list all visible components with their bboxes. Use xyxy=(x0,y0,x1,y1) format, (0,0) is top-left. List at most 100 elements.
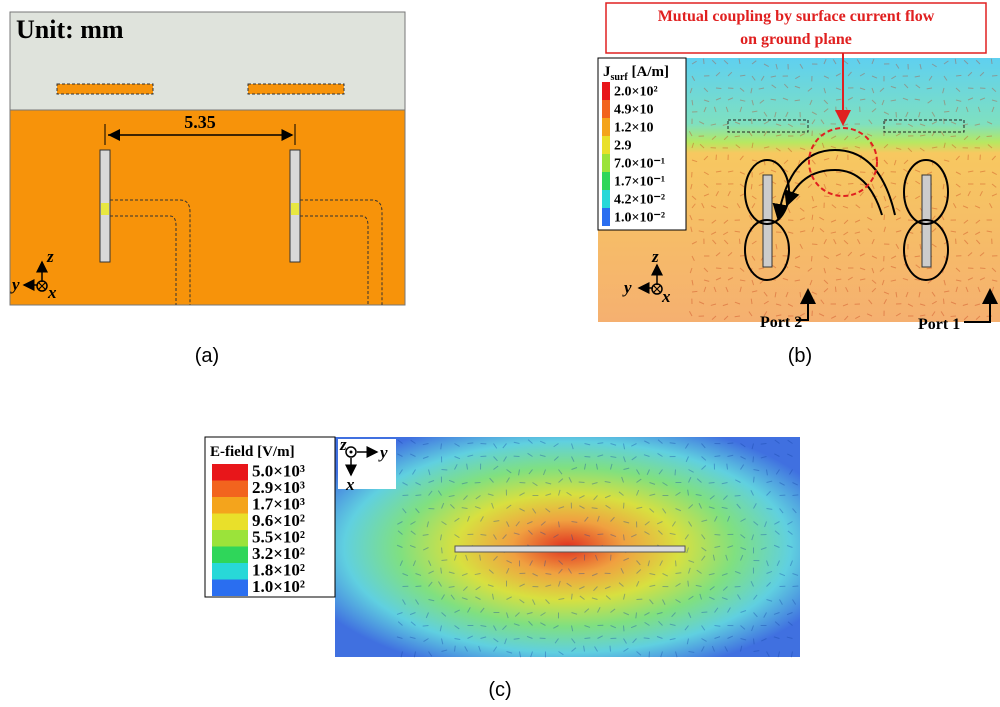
color-swatch xyxy=(212,497,248,514)
axis-x: x xyxy=(661,287,671,306)
legend-level: 2.9 xyxy=(614,139,632,154)
field-arrow xyxy=(751,119,752,124)
panel-label: (b) xyxy=(788,345,812,367)
field-arrow xyxy=(836,99,841,100)
field-arrow xyxy=(944,111,949,112)
axis-x: x xyxy=(345,475,355,494)
dimension-label: 5.35 xyxy=(184,112,216,132)
color-swatch xyxy=(602,172,610,190)
color-swatch xyxy=(212,481,248,498)
field-arrow xyxy=(735,316,740,317)
field-arrow xyxy=(739,239,740,244)
field-arrow xyxy=(442,560,448,561)
field-arrow xyxy=(579,482,585,483)
color-swatch xyxy=(212,514,248,531)
field-arrow xyxy=(735,231,740,232)
slot xyxy=(57,84,153,94)
color-swatch xyxy=(602,82,610,100)
axis-y: y xyxy=(622,278,632,297)
legend-level: 4.9×10 xyxy=(614,103,653,118)
axis-z: z xyxy=(46,247,54,266)
annotation-text: on ground plane xyxy=(740,31,852,48)
color-swatch xyxy=(212,580,248,597)
legend-level: 1.7×10⁻¹ xyxy=(614,175,665,190)
axis-y: y xyxy=(10,275,20,294)
field-arrow xyxy=(848,183,853,184)
page-body: {"panels":[ {"label":"(a)","unit_note":"… xyxy=(0,0,1000,707)
field-arrow xyxy=(943,299,944,304)
figure: Unit: mm 5.35 z y x (a) Mutual coupling … xyxy=(0,0,1000,707)
field-arrow xyxy=(644,638,650,639)
panel-label: (a) xyxy=(195,345,219,367)
field-arrow xyxy=(951,136,956,137)
color-swatch xyxy=(602,100,610,118)
field-arrow xyxy=(735,496,741,497)
field-arrow xyxy=(572,594,573,600)
slot xyxy=(248,84,344,94)
field-arrow xyxy=(824,196,829,197)
color-swatch xyxy=(212,563,248,580)
panel-b: Mutual coupling by surface current flow … xyxy=(598,3,1000,367)
color-swatch xyxy=(212,547,248,564)
field-arrow xyxy=(956,75,961,76)
field-arrow xyxy=(715,626,721,627)
panel-label: (c) xyxy=(488,679,511,701)
annotation-text: Mutual coupling by surface current flow xyxy=(658,8,935,25)
field-arrow xyxy=(468,443,474,444)
legend-level: 1.2×10 xyxy=(614,121,653,136)
field-arrow xyxy=(811,256,812,261)
legend-level: 1.0×10⁻² xyxy=(614,211,665,226)
field-arrow xyxy=(884,215,885,220)
field-arrow xyxy=(688,581,689,587)
field-arrow xyxy=(751,184,752,189)
field-arrow xyxy=(676,561,677,567)
color-swatch xyxy=(212,464,248,481)
unit-note: Unit: mm xyxy=(16,15,124,44)
field-arrow xyxy=(692,291,697,292)
field-arrow xyxy=(761,444,767,445)
axis-z: z xyxy=(339,435,347,454)
color-swatch xyxy=(602,154,610,172)
legend-level: 2.0×10² xyxy=(614,85,658,100)
field-arrow xyxy=(585,457,591,458)
dipole xyxy=(455,546,685,552)
field-arrow xyxy=(610,646,611,652)
field-arrow xyxy=(835,287,836,292)
legend-subscript: surf xyxy=(611,72,629,83)
field-arrow xyxy=(624,626,625,632)
color-swatch xyxy=(602,190,610,208)
field-arrow xyxy=(754,639,755,645)
field-arrow xyxy=(753,457,754,463)
color-swatch xyxy=(602,118,610,136)
color-swatch xyxy=(602,208,610,226)
field-arrow xyxy=(754,477,755,483)
axis-out-dot xyxy=(350,451,353,454)
field-arrow xyxy=(991,59,992,64)
feed-gap xyxy=(291,203,299,215)
legend-level: 7.0×10⁻¹ xyxy=(614,157,665,172)
legend-level: 4.2×10⁻² xyxy=(614,193,665,208)
field-arrow xyxy=(442,548,443,554)
color-swatch xyxy=(602,136,610,154)
field-arrow xyxy=(585,638,591,639)
field-arrow xyxy=(636,613,637,619)
ground-plane xyxy=(10,110,405,305)
field-arrow xyxy=(702,612,708,613)
legend-unit: [A/m] xyxy=(628,64,669,80)
panel-c: E-field [V/m] 5.0×10³2.9×10³1.7×10³9.6×1… xyxy=(205,435,800,701)
field-arrow xyxy=(859,287,860,292)
field-arrow xyxy=(416,495,422,496)
legend-level: 1.0×10² xyxy=(252,577,305,596)
legend-title: E-field [V/m] xyxy=(210,444,295,460)
axis-z: z xyxy=(651,247,659,266)
field-arrow xyxy=(716,268,721,269)
axis-y: y xyxy=(378,443,388,462)
field-arrow xyxy=(992,75,997,76)
legend-scale: 5.0×10³2.9×10³1.7×10³9.6×10²5.5×10²3.2×1… xyxy=(212,461,305,596)
field-arrow xyxy=(793,495,799,496)
color-swatch xyxy=(212,530,248,547)
field-arrow xyxy=(715,456,721,457)
panel-a: Unit: mm 5.35 z y x (a) xyxy=(10,12,405,367)
field-arrow xyxy=(423,626,429,627)
port-label: Port 2 xyxy=(760,314,802,331)
